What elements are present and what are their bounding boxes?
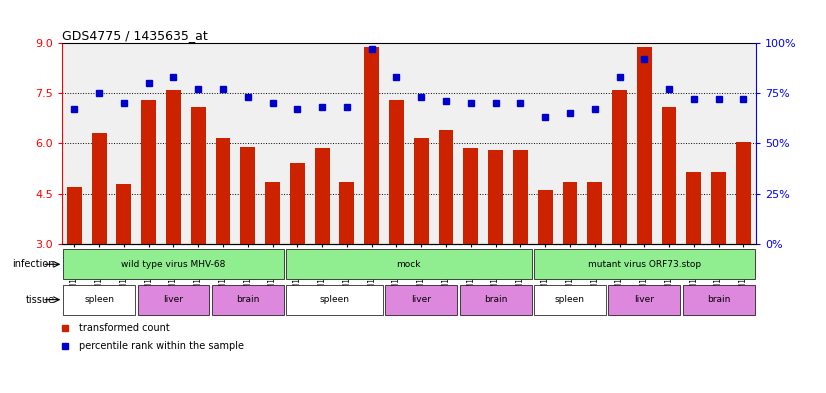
Bar bbox=[513, 150, 528, 244]
Bar bbox=[216, 138, 230, 244]
Text: spleen: spleen bbox=[320, 295, 349, 304]
Bar bbox=[141, 100, 156, 244]
Bar bbox=[563, 182, 577, 244]
Bar bbox=[166, 90, 181, 244]
Bar bbox=[608, 285, 681, 315]
Text: brain: brain bbox=[236, 295, 259, 304]
Bar bbox=[439, 130, 453, 244]
Text: percentile rank within the sample: percentile rank within the sample bbox=[79, 341, 244, 351]
Bar bbox=[265, 182, 280, 244]
Text: brain: brain bbox=[707, 295, 730, 304]
Bar bbox=[92, 133, 107, 244]
Bar bbox=[364, 46, 379, 244]
Bar bbox=[116, 184, 131, 244]
Bar bbox=[287, 285, 383, 315]
Bar bbox=[240, 147, 255, 244]
Text: liver: liver bbox=[634, 295, 654, 304]
Bar bbox=[612, 90, 627, 244]
Bar bbox=[534, 249, 755, 279]
Text: spleen: spleen bbox=[84, 295, 114, 304]
Text: mutant virus ORF73.stop: mutant virus ORF73.stop bbox=[588, 260, 700, 269]
Bar bbox=[711, 172, 726, 244]
Text: spleen: spleen bbox=[555, 295, 585, 304]
Bar bbox=[315, 149, 330, 244]
Text: GDS4775 / 1435635_at: GDS4775 / 1435635_at bbox=[62, 29, 207, 42]
Bar bbox=[63, 249, 284, 279]
Bar bbox=[414, 138, 429, 244]
Text: liver: liver bbox=[411, 295, 431, 304]
Bar bbox=[191, 107, 206, 244]
Text: infection: infection bbox=[12, 259, 55, 269]
Bar bbox=[662, 107, 676, 244]
Bar bbox=[389, 100, 404, 244]
Bar bbox=[211, 285, 284, 315]
Bar bbox=[534, 285, 606, 315]
Bar bbox=[385, 285, 458, 315]
Bar bbox=[637, 46, 652, 244]
Bar bbox=[287, 249, 532, 279]
Text: tissue: tissue bbox=[26, 295, 55, 305]
Bar bbox=[683, 285, 755, 315]
Text: mock: mock bbox=[396, 260, 421, 269]
Bar bbox=[460, 285, 532, 315]
Bar bbox=[463, 149, 478, 244]
Bar bbox=[137, 285, 210, 315]
Text: transformed count: transformed count bbox=[79, 323, 170, 333]
Text: liver: liver bbox=[164, 295, 183, 304]
Bar bbox=[339, 182, 354, 244]
Text: wild type virus MHV-68: wild type virus MHV-68 bbox=[121, 260, 225, 269]
Bar bbox=[488, 150, 503, 244]
Bar bbox=[587, 182, 602, 244]
Text: brain: brain bbox=[484, 295, 507, 304]
Bar bbox=[736, 142, 751, 244]
Bar bbox=[67, 187, 82, 244]
Bar bbox=[63, 285, 135, 315]
Bar bbox=[686, 172, 701, 244]
Bar bbox=[538, 190, 553, 244]
Bar bbox=[290, 163, 305, 244]
